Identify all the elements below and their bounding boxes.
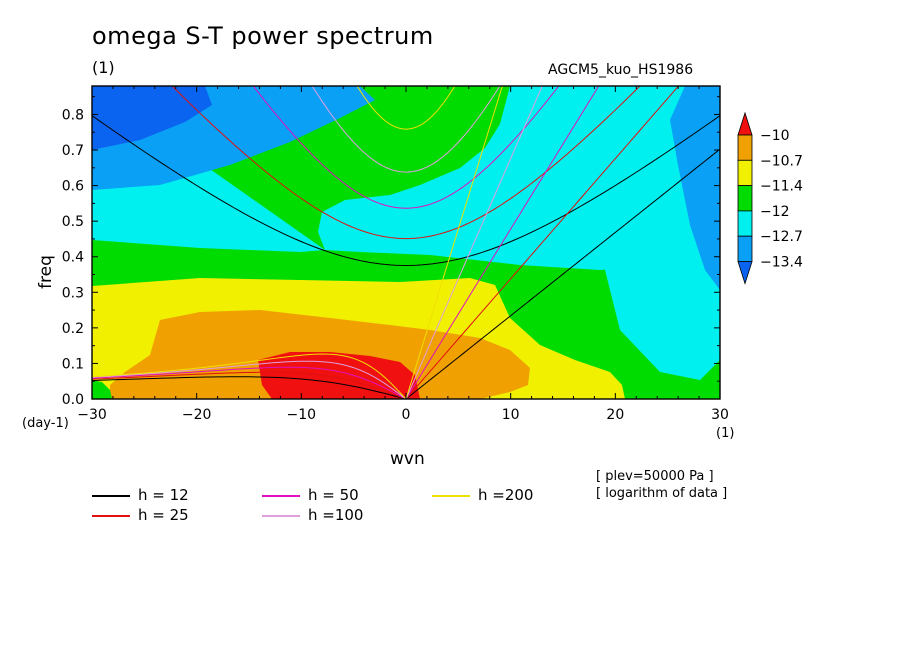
- legend-label: h =200: [478, 486, 534, 504]
- rossby-curve: [92, 360, 407, 399]
- x-tick-label: −20: [182, 407, 212, 423]
- legend-label: h = 12: [138, 486, 189, 504]
- x-axis-label: wvn: [390, 449, 425, 469]
- colorbar-segment: [737, 159, 753, 187]
- title-unit: (1): [92, 58, 115, 77]
- kelvin-curve: [405, 86, 680, 399]
- y-tick-label: 0.8: [62, 107, 84, 123]
- contour-fill-layer: [92, 86, 720, 399]
- legend-swatch: [262, 495, 300, 497]
- band-cyan: [92, 86, 720, 270]
- legend-swatch: [92, 495, 130, 497]
- gravity-curve: [311, 86, 501, 173]
- rossby-curve: [92, 366, 407, 399]
- y-tick-label: 0.1: [62, 356, 84, 372]
- band-blue-right: [670, 86, 720, 290]
- y-tick-label: 0.3: [62, 285, 84, 301]
- y-tick-label: 0.0: [62, 392, 84, 408]
- y-axis-unit: (day-1): [22, 416, 69, 431]
- kelvin-curve: [405, 86, 543, 399]
- rossby-curve: [92, 376, 407, 399]
- gravity-curve: [252, 86, 560, 209]
- gravity-curve: [92, 115, 720, 266]
- dispersion-curve-layer: [92, 86, 720, 399]
- colorbar-segment: [737, 134, 753, 161]
- gravity-curve: [356, 86, 456, 130]
- y-tick-label: 0.5: [62, 214, 84, 230]
- y-tick-label: 0.2: [62, 321, 84, 337]
- y-tick-label: 0.6: [62, 179, 84, 195]
- legend-label: h =100: [308, 506, 364, 524]
- log-note: [ logarithm of data ]: [596, 486, 728, 501]
- colorbar-label: −12: [760, 204, 790, 220]
- y-tick-label: 0.7: [62, 143, 84, 159]
- colorbar-segment: [737, 210, 753, 237]
- kelvin-curve: [405, 86, 503, 399]
- colorbar-segment: [737, 185, 753, 212]
- legend-swatch: [92, 515, 130, 517]
- colorbar: −10 −10.7 −11.4 −12 −12.7 −13.4: [737, 111, 803, 285]
- x-tick-label: −30: [77, 407, 107, 423]
- y-tick-label: 0.4: [62, 250, 84, 266]
- kelvin-curve: [405, 148, 720, 399]
- rossby-curve: [92, 353, 407, 399]
- x-tick-label: 20: [606, 407, 624, 423]
- legend-label: h = 50: [308, 486, 359, 504]
- x-tick-label: 30: [711, 407, 729, 423]
- pressure-level-note: [ plev=50000 Pa ]: [596, 469, 714, 484]
- band-green-lower-left: [92, 380, 112, 399]
- legend-swatch: [262, 515, 300, 517]
- colorbar-top-arrow: [737, 111, 753, 136]
- colorbar-bottom-arrow: [737, 261, 753, 285]
- legend-label: h = 25: [138, 506, 189, 524]
- run-label: AGCM5_kuo_HS1986: [548, 62, 694, 78]
- colorbar-label: −13.4: [760, 255, 803, 271]
- gravity-curve: [171, 86, 641, 240]
- rossby-curve: [92, 371, 407, 399]
- colorbar-label: −10.7: [760, 153, 803, 169]
- colorbar-label: −10: [760, 128, 790, 144]
- band-darkblue: [92, 86, 212, 150]
- x-tick-label: 10: [502, 407, 520, 423]
- x-tick-label: 0: [402, 407, 411, 423]
- colorbar-label: −12.7: [760, 229, 803, 245]
- chart-title: omega S-T power spectrum: [92, 22, 434, 50]
- legend-swatch: [432, 495, 470, 497]
- x-axis-unit: (1): [716, 426, 735, 441]
- axis-ticks: −30 −20 −10 0 10 20 30 0.0 0.1 0.2 0.3 0.4 0.5 0.6 0.7…: [62, 86, 729, 423]
- x-tick-label: −10: [287, 407, 317, 423]
- colorbar-label: −11.4: [760, 179, 803, 195]
- band-red: [258, 352, 420, 399]
- kelvin-curve: [405, 86, 600, 399]
- colorbar-segment: [737, 235, 753, 262]
